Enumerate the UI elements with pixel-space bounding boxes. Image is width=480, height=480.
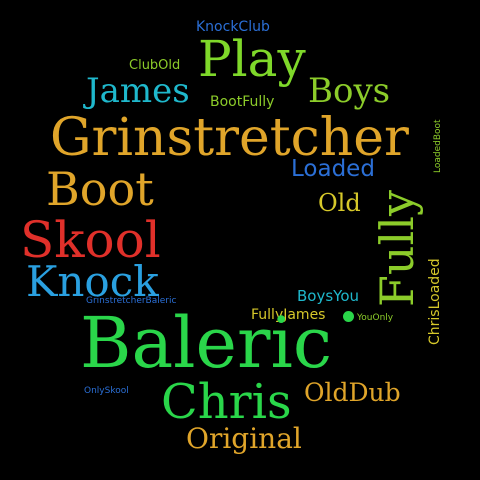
word-olddub: OldDub [304,378,401,407]
word-loadedboot: LoadedBoot [433,119,443,173]
dot-marker [343,311,354,322]
word-chris: Chris [161,374,292,430]
word-original: Original [186,422,302,455]
word-clubold: ClubOld [129,58,181,73]
word-old: Old [318,189,361,217]
word-youonly: YouOnly [357,313,394,323]
word-boot: Boot [46,162,154,216]
word-fully: Fully [370,190,424,307]
word-bootfully: BootFully [210,94,275,110]
word-fullyjames: FullyJames [251,307,326,323]
word-skool: Skool [20,211,161,269]
word-boysyou: BoysYou [297,287,360,305]
word-knock: Knock [26,257,159,306]
word-play: Play [198,30,306,88]
word-grinstretcherbaleric: GrinstretcherBaleric [86,296,177,306]
word-baleric: Baleric [80,302,333,384]
word-boys: Boys [308,71,391,111]
word-chrisloaded: ChrisLoaded [427,258,443,345]
word-grinstretcher: Grinstretcher [50,108,409,168]
word-knockclub: KnockClub [196,19,270,35]
word-onlyskool: OnlySkool [84,386,129,396]
word-loaded: Loaded [291,156,375,182]
word-james: James [86,71,190,111]
